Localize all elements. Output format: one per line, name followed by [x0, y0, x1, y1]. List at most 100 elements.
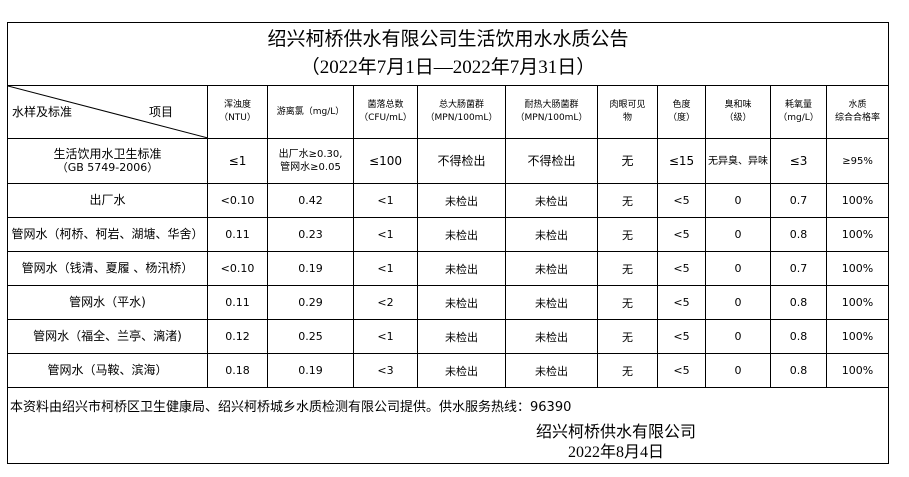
cell-value: 无	[597, 251, 658, 286]
table-row: 管网水（平水) 0.11 0.29 <2 未检出 未检出无 <5 0 0.8 100%	[7, 285, 890, 320]
cell-value: 0.8	[770, 319, 827, 354]
cell-value: 100%	[825, 183, 890, 218]
cell-value: 未检出	[505, 319, 598, 354]
cell-value: <2	[353, 285, 418, 320]
cell-value: 未检出	[417, 217, 506, 252]
standard-value: ≤1	[207, 138, 268, 184]
cell-value: 无	[597, 183, 658, 218]
cell-value: 未检出	[417, 353, 506, 388]
cell-value: 未检出	[505, 183, 598, 218]
issue-date: 2022年8月4日	[568, 444, 665, 461]
table-row: 管网水（钱清、夏履 、杨汛桥） <0.10 0.19 <1 未检出 未检出无 <5 0 0.7 1…	[7, 251, 890, 286]
cell-value: 无	[597, 285, 658, 320]
cell-value: 0.7	[770, 183, 827, 218]
cell-value: 0	[705, 285, 771, 320]
standard-value: 不得检出	[417, 138, 506, 184]
cell-value: 0.19	[267, 353, 354, 388]
cell-value: 无	[597, 353, 658, 388]
footer-note: 本资料由绍兴市柯桥区卫生健康局、绍兴柯桥城乡水质检测有限公司提供。供水服务热线：…	[10, 400, 572, 415]
cell-value: 未检出	[417, 319, 506, 354]
standard-value: ≤3	[770, 138, 827, 184]
title-cell: 绍兴柯桥供水有限公司生活饮用水水质公告 （2022年7月1日—2022年7月31…	[6, 22, 890, 86]
table-row: 管网水（柯桥、柯岩、湖塘、华舍） 0.11 0.23 <1 未检出 未检出无 <5 0 0.8 1…	[7, 217, 890, 252]
cell-value: 0.42	[267, 183, 354, 218]
cell-value: 0.23	[267, 217, 354, 252]
cell-value: 0	[705, 251, 771, 286]
cell-value: 0.25	[267, 319, 354, 354]
cell-value: 0	[705, 319, 771, 354]
corner-header: 水样及标准 项目	[7, 85, 208, 139]
cell-value: 未检出	[505, 353, 598, 388]
cell-value: <5	[657, 285, 706, 320]
sample-name: 管网水（福全、兰亭、漓渚)	[7, 319, 208, 354]
cell-value: <3	[353, 353, 418, 388]
column-header: 水质 综合合格率	[825, 85, 890, 139]
column-header: 耐热大肠菌群 （MPN/100mL）	[505, 85, 598, 139]
cell-value: 未检出	[505, 251, 598, 286]
footer: 本资料由绍兴市柯桥区卫生健康局、绍兴柯桥城乡水质检测有限公司提供。供水服务热线：…	[6, 387, 890, 464]
cell-value: 0.11	[207, 285, 268, 320]
cell-value: <5	[657, 353, 706, 388]
cell-value: 未检出	[417, 251, 506, 286]
table-row: 出厂水 <0.10 0.42 <1 未检出 未检出无 <5 0 0.7 100%	[7, 183, 890, 218]
cell-value: 0	[705, 217, 771, 252]
company-name: 绍兴柯桥供水有限公司	[536, 424, 697, 441]
cell-value: 0	[705, 183, 771, 218]
page-title: 绍兴柯桥供水有限公司生活饮用水水质公告	[267, 29, 629, 50]
sample-name: 管网水（柯桥、柯岩、湖塘、华舍）	[7, 217, 208, 252]
cell-value: 0.8	[770, 285, 827, 320]
cell-value: 0.18	[207, 353, 268, 388]
cell-value: 0	[705, 353, 771, 388]
standard-name: 生活饮用水卫生标准 （GB 5749-2006）	[7, 138, 208, 184]
sample-name: 出厂水	[7, 183, 208, 218]
cell-value: 无	[597, 319, 658, 354]
cell-value: <5	[657, 217, 706, 252]
cell-value: 100%	[825, 285, 890, 320]
standard-value: ≤100	[353, 138, 418, 184]
cell-value: <1	[353, 183, 418, 218]
corner-right-label: 项目	[148, 105, 173, 119]
column-header: 臭和味 （级）	[705, 85, 771, 139]
cell-value: 100%	[825, 251, 890, 286]
cell-value: <1	[353, 217, 418, 252]
sample-name: 管网水（平水)	[7, 285, 208, 320]
cell-value: 100%	[825, 353, 890, 388]
cell-value: <5	[657, 251, 706, 286]
standard-value: 无异臭、异味	[705, 138, 771, 184]
cell-value: <1	[353, 251, 418, 286]
cell-value: <0.10	[207, 183, 268, 218]
cell-value: 0.8	[770, 217, 827, 252]
standard-row: 生活饮用水卫生标准 （GB 5749-2006） ≤1 出厂水≥0.30, 管网水≥…	[7, 138, 890, 184]
standard-value: ≥95%	[825, 138, 890, 184]
cell-value: 未检出	[505, 285, 598, 320]
cell-value: 0.11	[207, 217, 268, 252]
cell-value: 无	[597, 217, 658, 252]
standard-value: 无	[597, 138, 658, 184]
column-header: 总大肠菌群 （MPN/100mL）	[417, 85, 506, 139]
diagonal-line	[8, 86, 207, 138]
cell-value: 0.29	[267, 285, 354, 320]
corner-left-label: 水样及标准	[12, 105, 73, 119]
standard-value: ≤15	[657, 138, 706, 184]
cell-value: <0.10	[207, 251, 268, 286]
table-row: 管网水（福全、兰亭、漓渚) 0.12 0.25 <1 未检出 未检出无 <5 0 0.8 100%	[7, 319, 890, 354]
cell-value: 100%	[825, 217, 890, 252]
cell-value: 0.12	[207, 319, 268, 354]
cell-value: 未检出	[417, 183, 506, 218]
column-header: 菌落总数 （CFU/mL）	[353, 85, 418, 139]
cell-value: 未检出	[505, 217, 598, 252]
sample-name: 管网水（马鞍、滨海）	[7, 353, 208, 388]
cell-value: <5	[657, 319, 706, 354]
column-header: 游离氯（mg/L）	[267, 85, 354, 139]
cell-value: 0.8	[770, 353, 827, 388]
column-header: 肉眼可见物	[597, 85, 658, 139]
standard-value: 出厂水≥0.30, 管网水≥0.05	[267, 138, 354, 184]
cell-value: 0.19	[267, 251, 354, 286]
column-header: 色度 （度）	[657, 85, 706, 139]
signature: 绍兴柯桥供水有限公司 2022年8月4日	[536, 423, 696, 463]
cell-value: <5	[657, 183, 706, 218]
cell-value: 0.7	[770, 251, 827, 286]
cell-value: 未检出	[417, 285, 506, 320]
report-period: （2022年7月1日—2022年7月31日）	[300, 57, 596, 78]
water-quality-table: 绍兴柯桥供水有限公司生活饮用水水质公告 （2022年7月1日—2022年7月31…	[6, 22, 890, 464]
